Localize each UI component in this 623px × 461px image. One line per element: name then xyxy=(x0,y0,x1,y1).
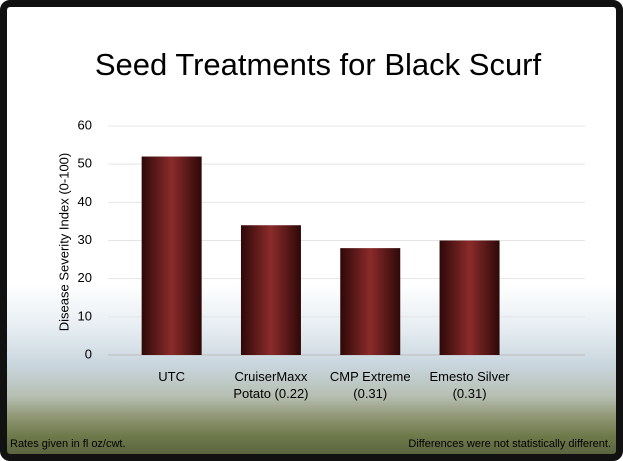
y-tick-label: 20 xyxy=(78,270,92,285)
bar xyxy=(439,240,500,355)
y-tick-label: 50 xyxy=(78,156,92,171)
x-tick-label: UTC xyxy=(158,369,185,384)
bar xyxy=(240,225,301,355)
bar xyxy=(340,248,401,355)
y-tick-label: 10 xyxy=(78,308,92,323)
footnote-right: Differences were not statistically diffe… xyxy=(408,438,611,450)
x-tick-label: Emesto Silver (0.31) xyxy=(429,369,510,401)
x-tick-label: CruiserMaxx Potato (0.22) xyxy=(233,369,309,401)
footnote-left: Rates given in fl oz/cwt. xyxy=(10,438,126,450)
chart-title: Seed Treatments for Black Scurf xyxy=(95,47,542,82)
y-tick-label: 60 xyxy=(78,117,92,132)
chart: Seed Treatments for Black Scurf Disease … xyxy=(56,47,585,361)
x-tick-label: CMP Extreme (0.31) xyxy=(329,369,411,401)
y-tick-label: 40 xyxy=(78,194,92,209)
y-tick-label: 30 xyxy=(78,232,92,247)
y-tick-label: 0 xyxy=(85,346,92,361)
y-axis-title: Disease Severity Index (0-100) xyxy=(56,153,71,331)
bar xyxy=(141,156,202,355)
